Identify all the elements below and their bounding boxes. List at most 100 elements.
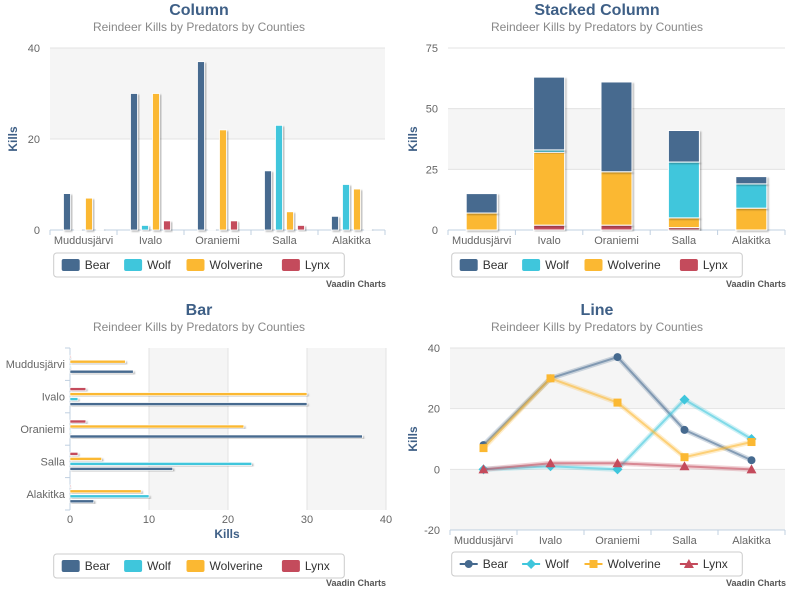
legend-item-wolf[interactable]: Wolf bbox=[545, 258, 569, 272]
stack-segment-bear[interactable] bbox=[600, 81, 633, 173]
bar-lynx[interactable] bbox=[69, 387, 87, 391]
bar-wolf[interactable] bbox=[74, 228, 82, 231]
chart-credit[interactable]: Vaadin Charts bbox=[325, 279, 386, 289]
bar-wolverine[interactable] bbox=[69, 359, 126, 364]
legend-item-lynx[interactable]: Lynx bbox=[305, 258, 330, 272]
bar-wolf[interactable] bbox=[208, 228, 216, 231]
legend-item-bear[interactable]: Bear bbox=[85, 258, 110, 272]
stack-segment-wolverine[interactable] bbox=[465, 212, 498, 231]
legend-swatch-wolf[interactable] bbox=[124, 259, 143, 271]
bar-wolverine[interactable] bbox=[69, 457, 102, 461]
legend-item-bear[interactable]: Bear bbox=[483, 557, 508, 571]
bar-wolverine[interactable] bbox=[219, 129, 227, 231]
bar-lynx[interactable] bbox=[230, 220, 238, 231]
point-wolverine[interactable] bbox=[680, 453, 689, 462]
legend-swatch-lynx[interactable] bbox=[281, 259, 300, 271]
point-lynx[interactable] bbox=[545, 458, 556, 468]
stack-segment-wolverine[interactable] bbox=[600, 171, 633, 226]
legend-swatch-wolf[interactable] bbox=[124, 560, 143, 572]
point-bear[interactable] bbox=[613, 353, 622, 362]
legend-marker-wolverine[interactable] bbox=[589, 560, 598, 568]
bar-lynx[interactable] bbox=[364, 228, 372, 231]
bar-wolf[interactable] bbox=[69, 364, 72, 369]
point-wolverine[interactable] bbox=[613, 398, 622, 407]
bar-lynx[interactable] bbox=[69, 484, 72, 489]
bar-lynx[interactable] bbox=[69, 419, 87, 424]
stack-segment-wolf[interactable] bbox=[735, 183, 768, 209]
bar-lynx[interactable] bbox=[96, 228, 104, 231]
bar-wolverine[interactable] bbox=[69, 424, 245, 429]
stack-segment-bear[interactable] bbox=[735, 176, 768, 185]
stack-segment-bear[interactable] bbox=[667, 130, 700, 163]
bar-bear[interactable] bbox=[331, 215, 339, 231]
legend-item-wolverine[interactable]: Wolverine bbox=[210, 258, 263, 272]
bar-wolverine[interactable] bbox=[69, 392, 308, 396]
chart-credit[interactable]: Vaadin Charts bbox=[725, 279, 786, 289]
legend-marker-lynx[interactable] bbox=[683, 559, 694, 568]
bar-bear[interactable] bbox=[63, 193, 71, 231]
bar-lynx[interactable] bbox=[297, 225, 305, 231]
bar-lynx[interactable] bbox=[163, 220, 171, 231]
legend-item-wolf[interactable]: Wolf bbox=[545, 557, 569, 571]
point-wolverine[interactable] bbox=[546, 374, 555, 383]
legend-item-lynx[interactable]: Lynx bbox=[703, 557, 728, 571]
stack-segment-wolverine[interactable] bbox=[667, 217, 700, 229]
point-lynx[interactable] bbox=[612, 458, 623, 468]
bar-wolf[interactable] bbox=[69, 462, 252, 466]
point-bear[interactable] bbox=[747, 456, 756, 465]
bar-wolverine[interactable] bbox=[152, 93, 160, 231]
bar-wolf[interactable] bbox=[342, 184, 350, 231]
point-wolf[interactable] bbox=[679, 394, 690, 405]
legend-swatch-bear[interactable] bbox=[61, 560, 80, 572]
legend-swatch-lynx[interactable] bbox=[281, 560, 300, 572]
bar-wolverine[interactable] bbox=[353, 188, 361, 231]
legend-swatch-wolverine[interactable] bbox=[584, 259, 603, 271]
bar-bear[interactable] bbox=[69, 499, 95, 504]
legend-item-bear[interactable]: Bear bbox=[85, 559, 110, 573]
stack-segment-lynx[interactable] bbox=[533, 224, 566, 231]
legend-swatch-bear[interactable] bbox=[61, 259, 80, 271]
bar-bear[interactable] bbox=[69, 467, 173, 471]
bar-wolverine[interactable] bbox=[69, 489, 142, 494]
point-bear[interactable] bbox=[680, 425, 689, 434]
legend-marker-bear[interactable] bbox=[464, 560, 473, 568]
stack-segment-wolverine[interactable] bbox=[735, 207, 768, 231]
point-wolf[interactable] bbox=[612, 464, 623, 475]
bar-wolverine[interactable] bbox=[286, 211, 294, 231]
legend-swatch-wolverine[interactable] bbox=[186, 259, 205, 271]
bar-bear[interactable] bbox=[69, 434, 363, 439]
legend-marker-wolf[interactable] bbox=[526, 559, 537, 569]
chart-credit[interactable]: Vaadin Charts bbox=[325, 578, 386, 588]
stack-segment-bear[interactable] bbox=[533, 76, 566, 151]
stack-segment-wolverine[interactable] bbox=[533, 151, 566, 226]
chart-credit[interactable]: Vaadin Charts bbox=[725, 578, 786, 588]
legend-item-wolf[interactable]: Wolf bbox=[147, 559, 171, 573]
legend-item-wolf[interactable]: Wolf bbox=[147, 258, 171, 272]
legend-item-lynx[interactable]: Lynx bbox=[703, 258, 728, 272]
bar-wolf[interactable] bbox=[69, 494, 150, 499]
bar-lynx[interactable] bbox=[69, 354, 72, 359]
legend-swatch-bear[interactable] bbox=[459, 259, 478, 271]
bar-wolf[interactable] bbox=[69, 397, 79, 401]
legend-item-lynx[interactable]: Lynx bbox=[305, 559, 330, 573]
bar-bear[interactable] bbox=[69, 402, 308, 406]
bar-bear[interactable] bbox=[197, 61, 205, 231]
legend-item-wolverine[interactable]: Wolverine bbox=[608, 258, 661, 272]
point-lynx[interactable] bbox=[746, 464, 757, 474]
stack-segment-wolf[interactable] bbox=[667, 161, 700, 219]
legend-swatch-wolf[interactable] bbox=[522, 259, 541, 271]
legend-item-wolverine[interactable]: Wolverine bbox=[210, 559, 263, 573]
bar-bear[interactable] bbox=[130, 93, 138, 231]
point-wolverine[interactable] bbox=[479, 444, 488, 453]
legend-item-wolverine[interactable]: Wolverine bbox=[608, 557, 661, 571]
stack-segment-lynx[interactable] bbox=[600, 224, 633, 231]
bar-wolf[interactable] bbox=[69, 429, 72, 434]
point-lynx[interactable] bbox=[478, 464, 489, 474]
bar-wolf[interactable] bbox=[275, 124, 283, 231]
point-wolverine[interactable] bbox=[747, 438, 756, 447]
point-lynx[interactable] bbox=[679, 461, 690, 471]
bar-wolverine[interactable] bbox=[85, 197, 93, 231]
bar-bear[interactable] bbox=[264, 170, 272, 231]
legend-item-bear[interactable]: Bear bbox=[483, 258, 508, 272]
legend-swatch-lynx[interactable] bbox=[679, 259, 698, 271]
